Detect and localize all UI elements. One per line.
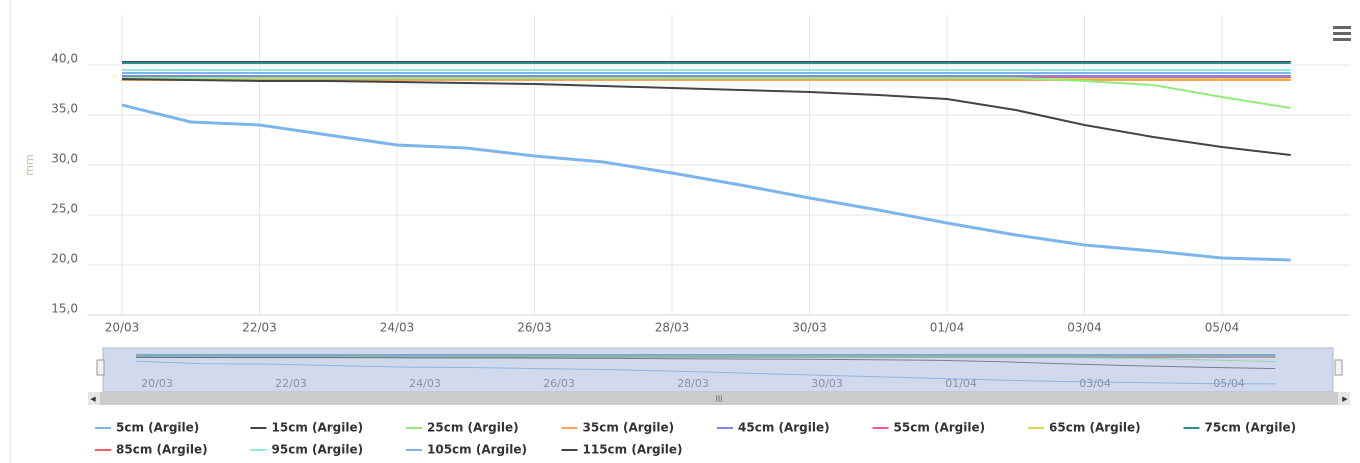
navigator-tick-label: 22/03 — [275, 377, 307, 390]
y-axis-label: mm — [23, 154, 36, 175]
legend-label[interactable]: 25cm (Argile) — [427, 421, 519, 435]
series-line — [121, 78, 1291, 156]
legend-label[interactable]: 5cm (Argile) — [116, 421, 199, 435]
navigator-line — [136, 360, 1276, 385]
x-tick-label: 26/03 — [517, 321, 552, 335]
navigator-tick-label: 20/03 — [141, 377, 173, 390]
series-line — [122, 77, 1291, 109]
y-tick-label: 30,0 — [51, 152, 78, 166]
y-tick-label: 20,0 — [51, 252, 78, 266]
legend-label[interactable]: 105cm (Argile) — [427, 443, 527, 457]
navigator-tick-label: 01/04 — [945, 377, 977, 390]
scrollbar-thumb[interactable] — [100, 392, 1338, 405]
legend-label[interactable]: 75cm (Argile) — [1205, 421, 1297, 435]
series-line — [121, 103, 1291, 262]
menu-bar — [1333, 38, 1351, 41]
navigator-tick-label: 26/03 — [543, 377, 575, 390]
navigator-tick-label: 28/03 — [677, 377, 709, 390]
x-tick-label: 28/03 — [655, 321, 690, 335]
menu-bar — [1333, 32, 1351, 35]
navigator-handle[interactable] — [96, 359, 105, 376]
navigator-handle[interactable] — [1334, 359, 1343, 376]
menu-button[interactable] — [1333, 26, 1351, 41]
x-tick-label: 24/03 — [380, 321, 415, 335]
x-tick-label: 22/03 — [242, 321, 277, 335]
y-tick-label: 35,0 — [51, 102, 78, 116]
navigator-tick-label: 03/04 — [1079, 377, 1111, 390]
scroll-right[interactable]: ▶ — [1342, 395, 1348, 403]
y-tick-label: 15,0 — [51, 302, 78, 316]
legend-label[interactable]: 85cm (Argile) — [116, 443, 208, 457]
scroll-left[interactable]: ◀ — [90, 395, 96, 403]
x-tick-label: 05/04 — [1205, 321, 1240, 335]
scrollbar-grip: III — [715, 395, 722, 404]
legend-label[interactable]: 55cm (Argile) — [894, 421, 986, 435]
navigator-tick-label: 30/03 — [811, 377, 843, 390]
y-tick-label: 25,0 — [51, 202, 78, 216]
legend-label[interactable]: 95cm (Argile) — [272, 443, 364, 457]
x-tick-label: 03/04 — [1067, 321, 1102, 335]
legend-label[interactable]: 65cm (Argile) — [1049, 421, 1141, 435]
y-tick-label: 40,0 — [51, 52, 78, 66]
legend-label[interactable]: 45cm (Argile) — [738, 421, 830, 435]
navigator-window[interactable] — [102, 347, 1334, 393]
x-tick-label: 01/04 — [930, 321, 965, 335]
legend-label[interactable]: 115cm (Argile) — [583, 443, 683, 457]
menu-bar — [1333, 26, 1351, 29]
navigator-tick-label: 24/03 — [409, 377, 441, 390]
x-tick-label: 20/03 — [105, 321, 140, 335]
legend-label[interactable]: 15cm (Argile) — [272, 421, 364, 435]
navigator-line — [136, 356, 1276, 370]
legend-label[interactable]: 35cm (Argile) — [583, 421, 675, 435]
x-tick-label: 30/03 — [792, 321, 827, 335]
